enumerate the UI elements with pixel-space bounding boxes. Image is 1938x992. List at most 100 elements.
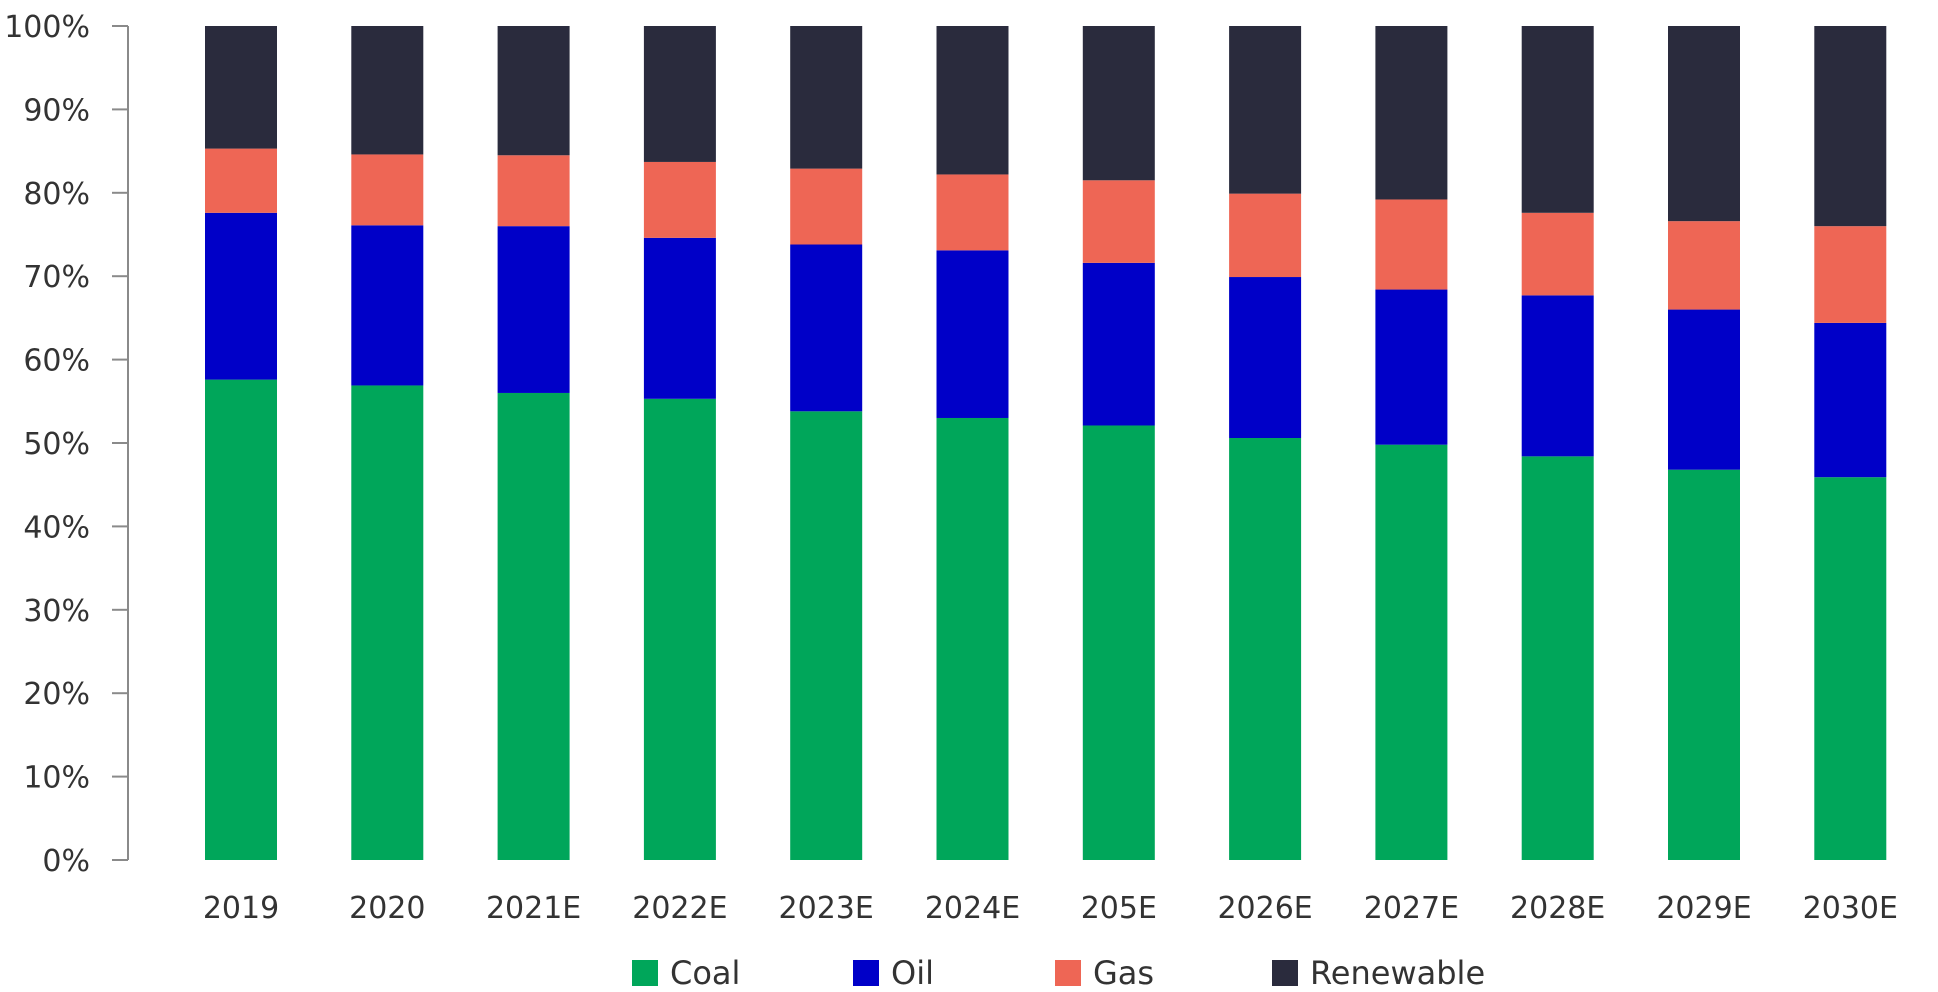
legend-label: Gas: [1093, 954, 1154, 992]
bar-segment-oil: [643, 237, 716, 399]
bar-segment-coal: [643, 398, 716, 860]
bar-segment-gas: [643, 161, 716, 238]
legend-label: Oil: [891, 954, 934, 992]
bar-segment-coal: [497, 392, 570, 860]
legend: Coal Oil Gas Renewable: [632, 954, 1485, 992]
bar-segment-gas: [1814, 226, 1887, 323]
bar-segment-gas: [205, 148, 277, 213]
bar-segment-coal: [936, 417, 1009, 860]
y-tick-label: 40%: [23, 510, 90, 545]
x-tick-label: 2023E: [779, 891, 874, 926]
bar-stack: [936, 26, 1009, 860]
bar-segment-coal: [205, 379, 277, 860]
x-tick-label: 2026E: [1217, 891, 1312, 926]
bar-segment-renewable: [205, 26, 277, 149]
bars: [205, 26, 1887, 860]
bar-segment-renewable: [790, 26, 863, 169]
legend-swatch: [1055, 960, 1081, 986]
bar-stack: [1229, 26, 1302, 860]
y-tick-label: 20%: [23, 677, 90, 712]
bar-segment-renewable: [1814, 26, 1887, 227]
bar-segment-gas: [936, 174, 1009, 251]
bar-segment-oil: [790, 244, 863, 412]
bar-segment-gas: [351, 154, 424, 226]
bar-stack: [1521, 26, 1594, 860]
bar-segment-coal: [1521, 456, 1594, 860]
bar-segment-oil: [1229, 277, 1302, 438]
x-tick-label: 2022E: [632, 891, 727, 926]
bar-segment-oil: [936, 250, 1009, 418]
bar-stack: [205, 26, 277, 860]
bar-segment-gas: [1375, 199, 1448, 290]
y-tick-label: 50%: [23, 427, 90, 462]
bar-segment-renewable: [1082, 26, 1155, 181]
bar-segment-coal: [1668, 469, 1740, 860]
bar-segment-renewable: [497, 26, 570, 156]
bar-segment-gas: [790, 168, 863, 245]
bar-segment-coal: [1814, 477, 1887, 860]
bar-segment-renewable: [643, 26, 716, 162]
legend-swatch: [1272, 960, 1298, 986]
bar-segment-renewable: [351, 26, 424, 155]
y-tick-label: 70%: [23, 260, 90, 295]
bar-segment-oil: [205, 212, 277, 380]
legend-item-oil: Oil: [853, 954, 934, 992]
bar-stack: [643, 26, 716, 860]
bar-segment-gas: [497, 155, 570, 227]
legend-item-gas: Gas: [1055, 954, 1154, 992]
x-tick-label: 2027E: [1364, 891, 1459, 926]
bar-segment-oil: [351, 225, 424, 386]
y-tick-label: 100%: [4, 10, 90, 45]
y-tick-label: 30%: [23, 594, 90, 629]
legend-swatch: [853, 960, 879, 986]
bar-segment-oil: [1668, 309, 1740, 470]
bar-segment-gas: [1668, 221, 1740, 310]
bar-segment-gas: [1521, 212, 1594, 296]
bar-stack: [351, 26, 424, 860]
y-axis-ticks: 0% 10% 20% 30% 40% 50% 60% 70% 80% 90% 100%: [4, 10, 128, 879]
x-tick-label: 205E: [1081, 891, 1157, 926]
bar-stack: [1668, 26, 1740, 860]
bar-segment-renewable: [936, 26, 1009, 175]
bar-segment-coal: [1375, 444, 1448, 860]
bar-segment-oil: [1814, 322, 1887, 478]
legend-item-renewable: Renewable: [1272, 954, 1485, 992]
x-axis-labels: 2019 2020 2021E 2022E 2023E 2024E 205E 2026E 202…: [203, 891, 1898, 926]
bar-segment-oil: [1082, 262, 1155, 426]
bar-segment-renewable: [1521, 26, 1594, 213]
x-tick-label: 2020: [349, 891, 425, 926]
bar-segment-coal: [1082, 425, 1155, 860]
x-tick-label: 2019: [203, 891, 279, 926]
x-tick-label: 2021E: [486, 891, 581, 926]
y-tick-label: 80%: [23, 177, 90, 212]
x-tick-label: 2030E: [1803, 891, 1898, 926]
bar-segment-gas: [1082, 180, 1155, 263]
bar-segment-gas: [1229, 193, 1302, 278]
legend-swatch: [632, 960, 658, 986]
y-tick-label: 60%: [23, 344, 90, 379]
legend-label: Renewable: [1310, 954, 1485, 992]
y-tick-label: 10%: [23, 761, 90, 796]
bar-segment-renewable: [1375, 26, 1448, 200]
x-tick-label: 2028E: [1510, 891, 1605, 926]
bar-segment-coal: [351, 385, 424, 860]
bar-segment-renewable: [1668, 26, 1740, 222]
bar-stack: [497, 26, 570, 860]
x-tick-label: 2029E: [1656, 891, 1751, 926]
bar-stack: [790, 26, 863, 860]
bar-segment-coal: [1229, 437, 1302, 860]
bar-stack: [1814, 26, 1887, 860]
legend-label: Coal: [670, 954, 740, 992]
bar-segment-coal: [790, 411, 863, 860]
bar-stack: [1375, 26, 1448, 860]
bar-segment-oil: [1375, 289, 1448, 445]
legend-item-coal: Coal: [632, 954, 740, 992]
x-tick-label: 2024E: [925, 891, 1020, 926]
bar-stack: [1082, 26, 1155, 860]
y-tick-label: 90%: [23, 93, 90, 128]
bar-segment-oil: [497, 226, 570, 393]
bar-segment-oil: [1521, 295, 1594, 457]
bar-segment-renewable: [1229, 26, 1302, 194]
y-tick-label: 0%: [42, 844, 90, 879]
